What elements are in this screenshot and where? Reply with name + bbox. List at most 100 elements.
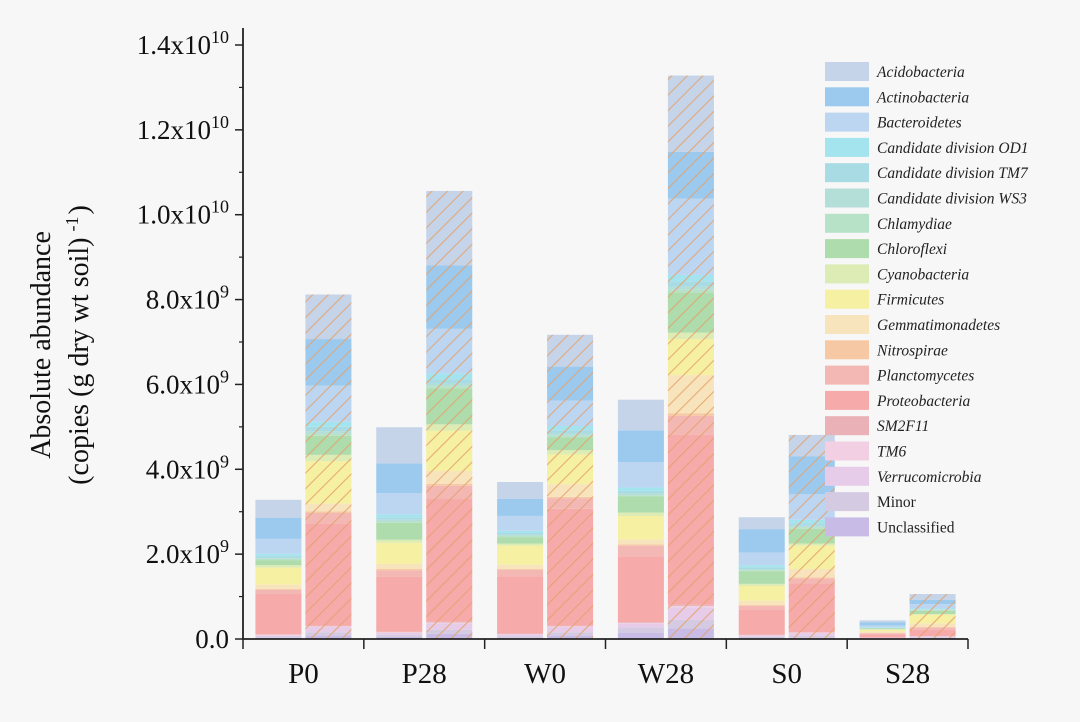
bar-segment xyxy=(376,427,423,464)
bar-segment xyxy=(255,594,302,635)
y-tick-label-base: 1.4x10 xyxy=(137,30,211,60)
bar-segment xyxy=(255,499,302,518)
legend-label: Minor xyxy=(877,494,917,511)
bar-segment xyxy=(376,542,423,564)
bar-segment xyxy=(255,635,302,637)
bar-segment xyxy=(255,553,302,556)
bar-segment xyxy=(376,493,423,515)
bar-segment xyxy=(497,568,544,570)
legend-item: Verrucomicrobia xyxy=(825,466,982,486)
y-tick-label: 1.0x1010 xyxy=(137,197,229,230)
legend-label: Actinobacteria xyxy=(876,89,969,106)
bar-segment xyxy=(859,629,906,632)
bar-segment xyxy=(859,633,906,635)
bar-stack-S28-hatched xyxy=(909,594,956,639)
y-tick-label-exponent: 10 xyxy=(211,112,229,132)
legend-label: Planctomycetes xyxy=(876,368,974,385)
legend-swatch xyxy=(825,137,869,157)
bar-segment xyxy=(255,589,302,595)
bar-segment xyxy=(617,632,664,639)
legend-item: Gemmatimonadetes xyxy=(825,315,1000,334)
bar-stack-P28-hatched xyxy=(426,190,473,639)
legend-item: Firmicutes xyxy=(825,289,944,309)
y-tick-label-base: 2.0x10 xyxy=(146,539,220,569)
y-tick-label-base: 0.0 xyxy=(195,624,229,654)
legend-label: Unclassified xyxy=(877,519,955,536)
bar-segment xyxy=(255,567,302,585)
bar-stack-S28 xyxy=(859,620,906,639)
bar-segment xyxy=(497,532,544,535)
bar-stack-P0-hatched xyxy=(305,294,352,639)
bar-segment xyxy=(497,537,544,544)
bar-segment xyxy=(738,609,785,635)
legend-swatch xyxy=(825,390,869,410)
legend-item: Minor xyxy=(825,492,917,512)
bar-segment xyxy=(738,517,785,530)
x-tick-label: S28 xyxy=(885,658,930,690)
bar-segment xyxy=(738,565,785,568)
legend-item: Nitrospirae xyxy=(825,340,948,360)
y-tick-label-base: 1.0x10 xyxy=(137,200,211,230)
bar-hatch-overlay xyxy=(426,190,473,639)
bar-stack-W28 xyxy=(617,399,664,639)
legend-item: Chlamydiae xyxy=(825,213,952,233)
bar-segment xyxy=(255,565,302,568)
legend-label: Acidobacteria xyxy=(876,64,965,81)
bar-segment xyxy=(255,560,302,566)
bar-hatch-overlay xyxy=(547,334,594,639)
legend: Acidobacteria Actinobacteria Bacteroidetes… xyxy=(825,62,1029,537)
y-tick-label: 8.0x109 xyxy=(146,282,229,315)
bar-segment xyxy=(497,545,544,565)
bar-segment xyxy=(738,636,785,639)
bar-stack-P0 xyxy=(255,499,302,639)
bar-segment xyxy=(617,496,664,513)
x-tick-label: P0 xyxy=(288,658,319,690)
bar-segment xyxy=(738,583,785,586)
bar-segment xyxy=(738,600,785,606)
bar-segment xyxy=(617,515,664,540)
bar-segment xyxy=(497,515,544,531)
legend-label: Verrucomicrobia xyxy=(877,469,982,486)
legend-label: Bacteroidetes xyxy=(877,115,962,132)
bar-segment xyxy=(738,635,785,637)
y-tick-label: 0.0 xyxy=(195,624,229,654)
bar-stack-P28 xyxy=(376,427,423,639)
bar-segment xyxy=(255,584,302,589)
legend-item: Candidate division OD1 xyxy=(825,137,1029,157)
bar-segment xyxy=(497,564,544,569)
bar-segment xyxy=(617,495,664,497)
bar-segment xyxy=(497,498,544,516)
legend-swatch xyxy=(825,289,869,309)
bar-segment xyxy=(497,636,544,638)
bar-stack-S0 xyxy=(738,517,785,639)
bar-segment xyxy=(617,462,664,488)
x-axis: P0 P28 W0 W28 S0 S28 xyxy=(242,639,969,690)
legend-swatch xyxy=(825,239,869,259)
y-axis-title-close: ) xyxy=(64,205,95,214)
x-tick-label: P28 xyxy=(402,658,447,690)
bar-segment xyxy=(376,519,423,522)
bar-segment xyxy=(859,625,906,628)
legend-label: Nitrospirae xyxy=(876,342,948,359)
legend-label: Candidate division TM7 xyxy=(877,165,1029,182)
bar-segment xyxy=(738,552,785,566)
legend-label: Gemmatimonadetes xyxy=(877,317,1000,334)
bar-segment xyxy=(376,576,423,632)
legend-label: Candidate division OD1 xyxy=(877,140,1029,157)
bar-segment xyxy=(617,493,664,496)
legend-item: Candidate division WS3 xyxy=(825,188,1027,208)
legend-swatch xyxy=(825,340,869,360)
bar-segment xyxy=(617,622,664,623)
x-tick-label: W0 xyxy=(524,658,566,690)
bar-segment xyxy=(738,605,785,606)
bar-segment xyxy=(255,517,302,539)
bar-segment xyxy=(376,517,423,520)
y-axis-title-superscript: -1 xyxy=(62,217,82,232)
legend-swatch xyxy=(825,365,869,385)
bar-segment xyxy=(617,399,664,431)
bar-hatch-overlay xyxy=(909,594,956,639)
bar-segment xyxy=(497,482,544,499)
y-tick-label-base: 8.0x10 xyxy=(146,285,220,315)
y-tick-label-exponent: 10 xyxy=(211,27,229,47)
bar-segment xyxy=(738,568,785,571)
